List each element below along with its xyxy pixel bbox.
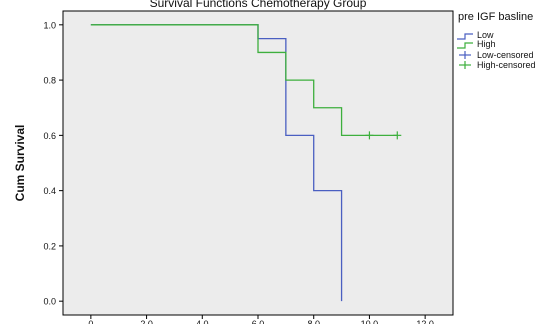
legend-item-high: High: [457, 39, 496, 49]
y-tick-label: 1.0: [43, 20, 56, 30]
legend-high-label: High: [477, 39, 496, 49]
x-tick-label: 2.0: [140, 319, 153, 324]
chart-title: Survival Functions Chemotherapy Group: [150, 0, 367, 10]
y-tick-label: 0.2: [43, 241, 56, 251]
legend-low-label: Low: [477, 30, 494, 40]
x-tick-label: 6.0: [252, 319, 265, 324]
legend-low-line: [457, 33, 473, 40]
x-tick-label: 0: [88, 319, 93, 324]
y-axis-label: Cum Survival: [13, 125, 27, 202]
y-tick-label: 0.4: [43, 186, 56, 196]
x-tick-label: 8.0: [307, 319, 320, 324]
plot-area: [62, 10, 454, 316]
legend-high-line: [457, 42, 473, 49]
legend-item-low-censored: Low-censored: [459, 50, 534, 60]
legend-item-high-censored: High-censored: [459, 60, 536, 70]
legend-item-low: Low: [457, 30, 494, 40]
y-tick-label: 0.6: [43, 131, 56, 141]
series-layer: [90, 24, 398, 302]
legend-low-censored-label: Low-censored: [477, 50, 534, 60]
km-curve-high: [90, 24, 398, 137]
legend: pre IGF basline Low High Low-censored Hi…: [457, 11, 536, 70]
x-tick-label: 10.0: [361, 319, 379, 324]
legend-title: pre IGF basline: [458, 11, 533, 23]
y-tick-label: 0.8: [43, 76, 56, 86]
censored-layer: [365, 131, 402, 140]
x-tick-label: 4.0: [196, 319, 209, 324]
y-tick-label: 0.0: [43, 297, 56, 307]
legend-high-censored-label: High-censored: [477, 60, 536, 70]
x-tick-label: 12.0: [416, 319, 434, 324]
